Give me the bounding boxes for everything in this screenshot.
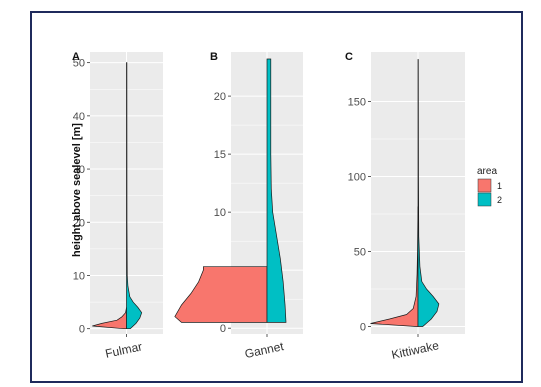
y-tick-label: 100 [348, 172, 366, 184]
legend-label: 2 [497, 195, 502, 205]
panel-label: C [345, 51, 353, 63]
legend-swatch-1 [477, 178, 492, 193]
y-tick-label: 30 [73, 164, 85, 176]
violin-area-2 [126, 62, 143, 330]
y-tick-label: 15 [214, 149, 226, 161]
x-category-label: Fulmar [104, 339, 143, 360]
y-tick-label: 0 [79, 324, 85, 336]
legend-label: 1 [497, 181, 502, 191]
x-category-label: Gannet [243, 339, 285, 361]
y-tick-label: 0 [220, 323, 226, 335]
panel-fulmar: 0 10 20 30 40 50 Fulmar A [72, 51, 163, 361]
y-axis-title: height above sealevel [m] [71, 123, 83, 257]
violin-area-2 [266, 58, 287, 323]
y-tick-label: 10 [214, 207, 226, 219]
violin-area-1 [174, 266, 268, 323]
y-tick-label: 50 [354, 247, 366, 259]
y-tick-label: 50 [73, 58, 85, 70]
y-tick-label: 20 [73, 217, 85, 229]
panel-label: B [210, 51, 218, 63]
legend-swatch-2 [477, 192, 492, 207]
x-category-label: Kittiwake [390, 338, 440, 362]
panel-label: A [72, 51, 80, 63]
y-tick-label: 0 [360, 322, 366, 334]
y-tick-label: 20 [214, 91, 226, 103]
y-tick-label: 40 [73, 111, 85, 123]
y-tick-label: 10 [73, 270, 85, 282]
legend-title: area [477, 166, 497, 177]
panel-gannet: 05101520GannetB [174, 51, 303, 361]
y-tick-label: 150 [348, 97, 366, 109]
violin-area-2 [417, 59, 440, 327]
panel-kittiwake: 0 50 100 150 Kittiwake C [345, 51, 465, 362]
